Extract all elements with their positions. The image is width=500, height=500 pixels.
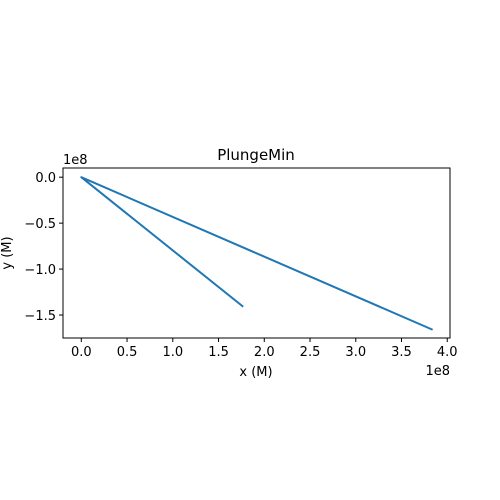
x-tick-label: 3.0 <box>345 345 366 360</box>
x-tick-label: 1.0 <box>162 345 183 360</box>
x-axis-label: x (M) <box>239 365 272 380</box>
y-axis-label: y (M) <box>0 236 15 269</box>
x-tick-label: 1.5 <box>208 345 229 360</box>
y-tick-label: −0.5 <box>24 217 56 232</box>
plot-area <box>62 167 451 339</box>
y-offset-text: 1e8 <box>63 153 88 168</box>
series-line-0 <box>80 176 434 331</box>
chart-title: PlungeMin <box>217 146 295 164</box>
x-offset-text: 1e8 <box>425 364 450 379</box>
y-axis-ticks: 0.0 −0.5 −1.0 −1.5 <box>24 171 63 324</box>
x-tick-label: 2.0 <box>254 345 275 360</box>
x-axis-ticks: 0.0 0.5 1.0 1.5 2.0 2.5 3.0 3.5 4.0 <box>71 338 458 360</box>
series-group <box>80 176 434 331</box>
x-tick-label: 0.0 <box>71 345 92 360</box>
x-tick-label: 0.5 <box>117 345 138 360</box>
y-tick-label: 0.0 <box>35 171 56 186</box>
y-tick-label: −1.0 <box>24 263 56 278</box>
x-tick-label: 4.0 <box>437 345 458 360</box>
y-tick-label: −1.5 <box>24 309 56 324</box>
x-tick-label: 3.5 <box>391 345 412 360</box>
axes-frame <box>62 167 451 339</box>
x-tick-label: 2.5 <box>300 345 321 360</box>
